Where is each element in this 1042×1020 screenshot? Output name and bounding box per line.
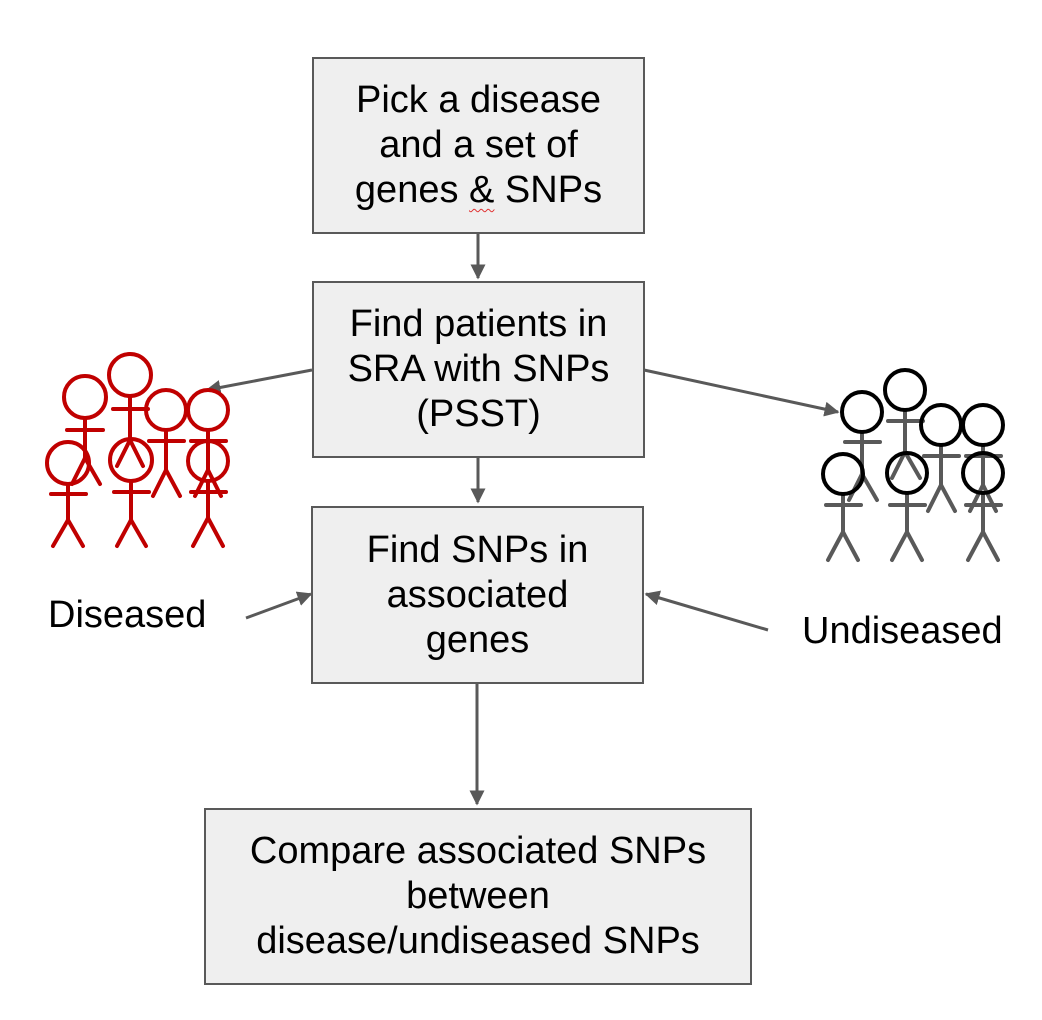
step-pick-line-3: genes & SNPs [355, 168, 602, 213]
step-compare-line-3: disease/undiseased SNPs [256, 920, 700, 962]
arrow-find-patients-to-diseased-group [205, 368, 313, 395]
step-pick-line-3-end: SNPs [494, 169, 603, 211]
spellcheck-marked-ampersand: & [469, 169, 495, 211]
undiseased-figure-icon [961, 451, 1005, 562]
undiseased-label: Undiseased [802, 610, 1003, 652]
step-find-snps-line-2: associated [386, 573, 569, 616]
undiseased-figure-icon [883, 368, 927, 480]
diseased-figure-icon [45, 440, 91, 548]
diseased-figure-icon [62, 374, 108, 486]
step-find-patients-line-2: SRA with SNPs [347, 348, 610, 390]
step-compare-box: Compare associated SNPs between disease/… [204, 808, 752, 985]
step-find-snps-line-3: genes [425, 618, 530, 661]
step-find-patients-box: Find patients in SRA with SNPs (PSST) [312, 281, 645, 458]
diseased-figure-icon [186, 439, 230, 548]
arrow-undiseased-to-find-snps [644, 590, 769, 632]
undiseased-figure-icon [885, 451, 929, 562]
diseased-figure-icon [108, 437, 154, 548]
diseased-figure-icon [144, 388, 188, 498]
diseased-people-group [45, 352, 230, 548]
undiseased-figure-icon [919, 403, 963, 513]
step-pick-disease-box: Pick a disease and a set of genes & SNPs [312, 57, 645, 234]
step-pick-line-3-start: genes [354, 169, 470, 211]
arrow-diseased-to-find-snps [245, 591, 313, 620]
step-compare-line-1: Compare associated SNPs [249, 830, 707, 872]
undiseased-figure-icon [821, 452, 865, 562]
diseased-figure-icon [107, 352, 153, 468]
diseased-label: Diseased [48, 594, 207, 636]
undiseased-people-group [821, 368, 1005, 562]
step-compare-line-2: between [406, 875, 550, 917]
step-pick-line-1: Pick a disease [355, 79, 601, 121]
step-find-snps-line-1: Find SNPs in [366, 528, 589, 571]
step-find-patients-line-3: (PSST) [416, 393, 541, 435]
step-find-patients-line-1: Find patients in [349, 303, 608, 345]
step-find-snps-box: Find SNPs in associated genes [311, 506, 644, 684]
step-pick-line-2: and a set of [379, 124, 578, 166]
arrow-find-patients-to-undiseased-group [643, 368, 840, 417]
